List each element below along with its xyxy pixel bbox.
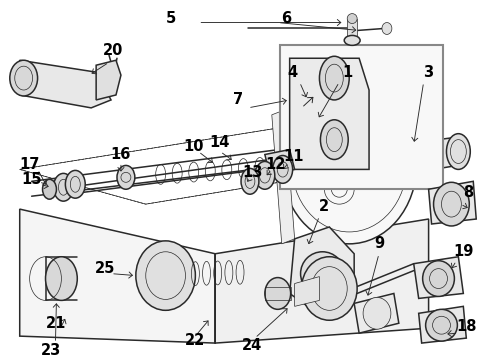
Text: 25: 25 (95, 261, 115, 276)
Polygon shape (265, 149, 294, 174)
Ellipse shape (382, 23, 392, 35)
Ellipse shape (426, 309, 457, 341)
Ellipse shape (46, 257, 77, 300)
Ellipse shape (423, 261, 454, 296)
Polygon shape (290, 227, 354, 318)
Ellipse shape (65, 170, 85, 198)
Polygon shape (347, 19, 357, 39)
Text: 14: 14 (209, 135, 229, 150)
Ellipse shape (319, 56, 349, 100)
Ellipse shape (347, 14, 357, 23)
Text: 16: 16 (111, 147, 131, 162)
Text: 22: 22 (185, 333, 205, 348)
Polygon shape (418, 306, 466, 343)
Text: 24: 24 (242, 338, 262, 352)
Polygon shape (294, 276, 319, 306)
Text: 6: 6 (282, 11, 292, 26)
Text: 17: 17 (20, 157, 40, 172)
Ellipse shape (43, 179, 56, 199)
Ellipse shape (136, 241, 196, 310)
Ellipse shape (265, 278, 291, 309)
Ellipse shape (117, 166, 135, 189)
Text: 3: 3 (423, 65, 434, 80)
Text: 4: 4 (288, 65, 298, 80)
Ellipse shape (255, 162, 275, 189)
Ellipse shape (10, 60, 38, 96)
Polygon shape (96, 60, 121, 100)
Text: 1: 1 (342, 65, 352, 80)
Polygon shape (20, 209, 215, 343)
Polygon shape (399, 138, 464, 174)
Text: 5: 5 (166, 11, 176, 26)
Polygon shape (272, 110, 294, 244)
Polygon shape (20, 60, 111, 108)
Ellipse shape (301, 257, 357, 320)
Polygon shape (354, 293, 399, 333)
Text: 8: 8 (463, 185, 473, 200)
Ellipse shape (273, 156, 293, 183)
Ellipse shape (53, 174, 74, 201)
Circle shape (300, 252, 344, 296)
Text: 21: 21 (46, 316, 67, 331)
Ellipse shape (344, 35, 360, 45)
Ellipse shape (241, 168, 259, 194)
Bar (280, 45, 443, 189)
Text: 13: 13 (243, 165, 263, 180)
Text: 15: 15 (22, 172, 42, 187)
Text: 7: 7 (233, 93, 243, 107)
Ellipse shape (363, 297, 391, 329)
Text: 2: 2 (319, 199, 329, 213)
Bar (265, 287, 291, 300)
Polygon shape (429, 181, 476, 224)
Text: 9: 9 (374, 236, 384, 251)
Text: 19: 19 (453, 244, 473, 259)
Text: 12: 12 (266, 157, 286, 172)
Polygon shape (414, 257, 464, 298)
Ellipse shape (320, 120, 348, 159)
Text: 18: 18 (456, 319, 477, 334)
Polygon shape (290, 58, 369, 170)
Ellipse shape (434, 182, 469, 226)
Text: 23: 23 (41, 342, 62, 357)
Text: 20: 20 (103, 43, 123, 58)
Ellipse shape (446, 134, 470, 170)
Ellipse shape (282, 85, 416, 244)
Text: 10: 10 (183, 139, 204, 154)
Polygon shape (215, 219, 429, 343)
Text: 11: 11 (283, 149, 304, 164)
